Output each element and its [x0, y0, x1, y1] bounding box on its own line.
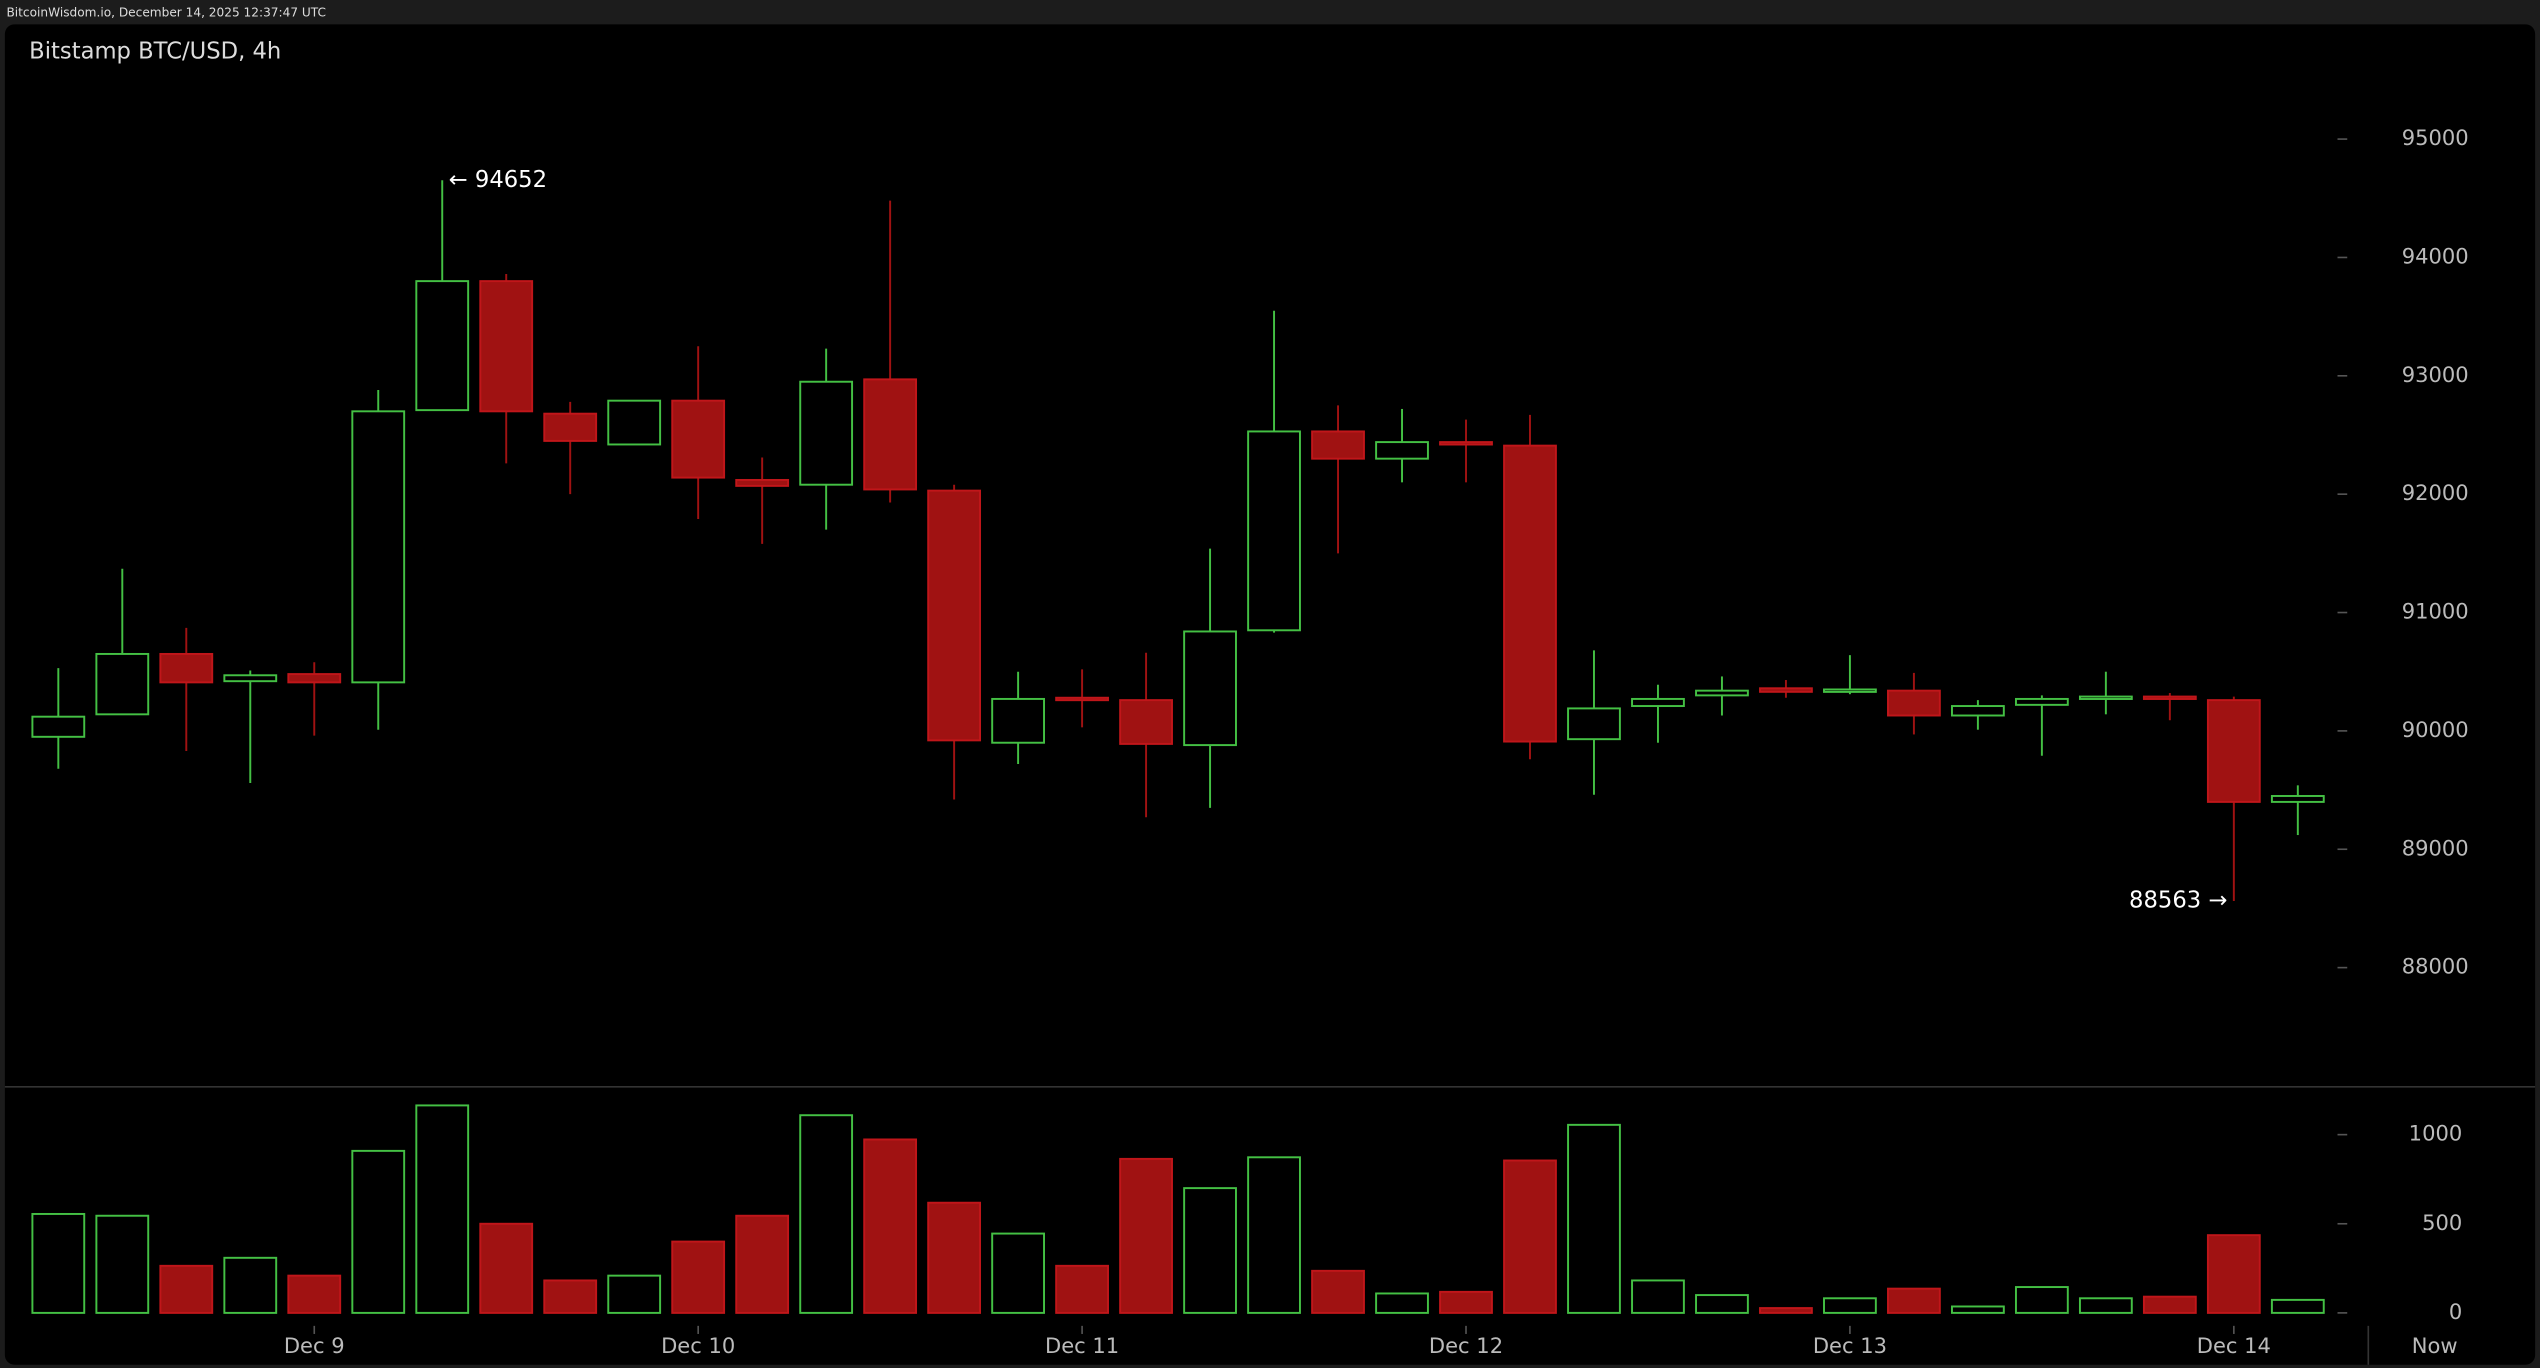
candle-body [1183, 630, 1237, 747]
volume-bar [1823, 1297, 1877, 1314]
volume-bar [2078, 1297, 2133, 1314]
volume-bar [2142, 1295, 2197, 1314]
volume-bar [1311, 1269, 1365, 1314]
candle-body [415, 280, 470, 412]
candle-body [31, 715, 86, 738]
volume-bar [863, 1138, 918, 1314]
volume-bar [991, 1232, 1045, 1314]
candle-body [1887, 689, 1941, 717]
x-tick-label: Dec 14 [2197, 1333, 2271, 1358]
candle-body [1823, 688, 1877, 693]
y-tick-label: 93000 [2402, 362, 2469, 387]
candle-body [1695, 689, 1749, 697]
x-tick-label: Dec 11 [1045, 1333, 1119, 1358]
volume-bar [351, 1149, 406, 1314]
header: BitcoinWisdom.io, December 14, 2025 12:3… [6, 5, 326, 19]
candle-body [2270, 795, 2325, 803]
chart-title: Bitstamp BTC/USD, 4h [29, 38, 281, 64]
volume-tick-label: 0 [2449, 1299, 2462, 1324]
volume-bar [415, 1104, 470, 1314]
volume-bar [1439, 1290, 1493, 1314]
volume-bar [927, 1201, 982, 1314]
x-end-label: Now [2412, 1333, 2458, 1358]
max-label: ← 94652 [449, 167, 547, 193]
candle-body [1375, 441, 1429, 460]
volume-bar [543, 1279, 598, 1314]
y-tick-label: 90000 [2402, 717, 2469, 742]
y-tick-label: 92000 [2402, 480, 2469, 505]
candle-body [735, 478, 790, 487]
candle-body [1311, 430, 1365, 460]
candle-body [543, 412, 598, 442]
candle-body [479, 280, 534, 413]
volume-bar [1503, 1159, 1557, 1314]
candle-body [1439, 441, 1493, 446]
volume-bar [2014, 1286, 2069, 1314]
candle-body [607, 399, 662, 446]
volume-bar [1247, 1156, 1301, 1314]
x-tick-label: Dec 9 [284, 1333, 345, 1358]
volume-bar [2270, 1298, 2325, 1314]
volume-bar [95, 1214, 150, 1314]
candle-body [1631, 697, 1685, 708]
candle-body [159, 652, 214, 684]
y-tick-label: 94000 [2402, 243, 2469, 268]
volume-bar [735, 1214, 790, 1314]
y-tick-label: 95000 [2402, 125, 2469, 150]
candle-body [1119, 699, 1173, 745]
candle-body [1759, 687, 1813, 693]
volume-bar [1375, 1292, 1429, 1314]
volume-bar [799, 1114, 854, 1314]
volume-bar [31, 1212, 86, 1314]
candle-body [1055, 696, 1109, 702]
candle-body [671, 399, 726, 479]
y-tick-label: 89000 [2402, 835, 2469, 860]
candle-body [1247, 430, 1301, 632]
candle-body [2206, 699, 2261, 803]
candle-body [1951, 705, 2005, 717]
candle-body [2142, 695, 2197, 700]
x-tick-label: Dec 13 [1813, 1333, 1887, 1358]
y-tick-label: 91000 [2402, 599, 2469, 624]
volume-bar [1631, 1279, 1685, 1314]
candle-body [351, 410, 406, 684]
volume-bar [2206, 1234, 2261, 1314]
volume-bar [1887, 1287, 1941, 1314]
candle-body [863, 378, 918, 491]
volume-bar [1119, 1157, 1173, 1314]
candle-body [927, 489, 982, 742]
volume-bar [1567, 1123, 1621, 1314]
volume-bar [1055, 1264, 1109, 1314]
volume-bar [287, 1274, 342, 1314]
volume-tick-label: 1000 [2409, 1121, 2463, 1146]
volume-bar [159, 1264, 214, 1314]
volume-bar [607, 1274, 662, 1314]
candle-body [287, 673, 342, 684]
candle-body [2078, 695, 2133, 700]
candle-body [991, 697, 1045, 744]
volume-bar [1695, 1294, 1749, 1314]
candle-body [1503, 444, 1557, 743]
volume-bar [671, 1240, 726, 1314]
candle-body [95, 652, 150, 716]
volume-tick-label: 500 [2422, 1210, 2462, 1235]
x-tick-label: Dec 12 [1429, 1333, 1503, 1358]
y-tick-label: 88000 [2402, 954, 2469, 979]
candle-body [223, 674, 278, 683]
volume-bar [223, 1256, 278, 1314]
x-tick-label: Dec 10 [661, 1333, 735, 1358]
min-label: 88563 → [2129, 887, 2227, 913]
candle-body [799, 380, 854, 486]
volume-bar [1183, 1187, 1237, 1314]
volume-bar [1951, 1305, 2005, 1314]
chart-panel [4, 24, 2536, 1365]
candle-body [1567, 707, 1621, 741]
candle-body [2014, 697, 2069, 706]
volume-bar [1759, 1307, 1813, 1314]
volume-bar [479, 1222, 534, 1314]
